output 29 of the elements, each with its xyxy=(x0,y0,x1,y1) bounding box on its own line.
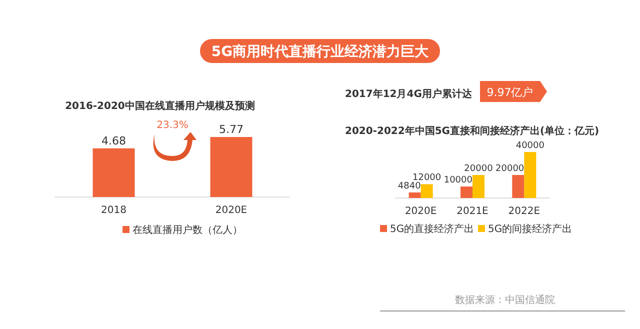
legend-label: 5G的直接经济产出 xyxy=(390,223,474,235)
chart-title: 2016-2020中国在线直播用户规模及预测 xyxy=(65,100,255,112)
x-tick-label: 2020E xyxy=(404,206,437,217)
x-tick-label: 2020E xyxy=(215,205,248,216)
text: 2017年12月4G用户累计达 xyxy=(345,88,473,100)
data-label: 4.68 xyxy=(102,134,126,148)
source-note: 数据来源：中国信通院 xyxy=(455,294,555,306)
data-label: 20000 xyxy=(496,164,524,174)
data-label: 10000 xyxy=(444,176,473,186)
bar xyxy=(512,175,524,198)
x-tick-label: 2022E xyxy=(508,206,540,217)
legend-label: 5G的间接经济产出 xyxy=(488,223,572,235)
data-label: 12000 xyxy=(412,173,442,184)
data-label: 40000 xyxy=(516,141,545,151)
data-label: 4840 xyxy=(398,181,422,192)
data-label: 5.77 xyxy=(219,123,244,136)
bar xyxy=(408,192,421,198)
bar xyxy=(472,175,484,198)
text: 5G商用时代直播行业经济潜力巨大 xyxy=(211,43,430,60)
data-label: 20000 xyxy=(464,164,494,174)
legend-label: 在线直播用户数（亿人） xyxy=(132,224,242,236)
x-tick-label: 2021E xyxy=(456,206,488,217)
text: 23.3% xyxy=(156,120,188,131)
text: 9.97亿户 xyxy=(486,86,534,99)
chart-title: 2020-2022年中国5G直接和间接经济产出(单位：亿元) xyxy=(345,125,600,137)
bar xyxy=(460,186,472,198)
x-tick-label: 2018 xyxy=(101,205,126,216)
bar xyxy=(524,152,536,198)
bar xyxy=(420,184,433,198)
